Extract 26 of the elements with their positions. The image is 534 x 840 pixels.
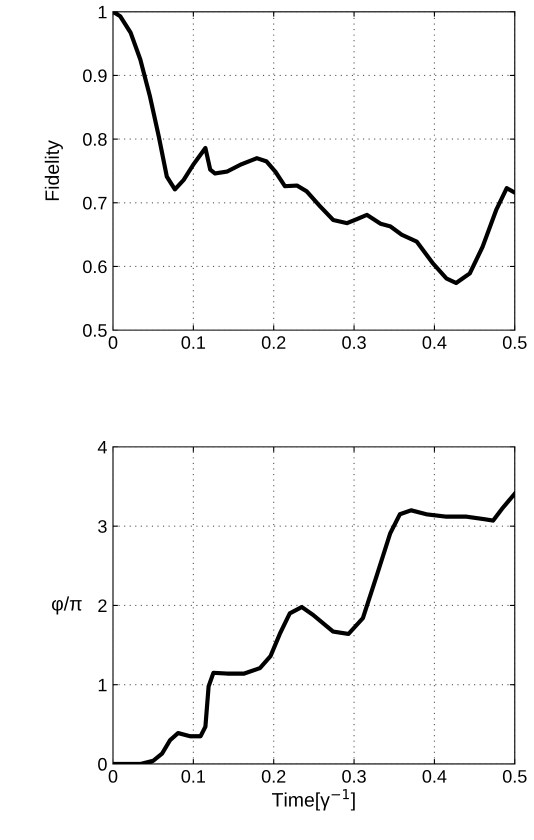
x-tick-label: 0 [108, 770, 118, 783]
x-tick-label: 0.5 [502, 770, 527, 783]
y-tick-label: 0.8 [83, 133, 107, 146]
y-tick-label: 1 [98, 678, 107, 692]
x-axis-title: Time[γ$^{−1}$] [272, 789, 355, 811]
y-tick-label: 3 [98, 520, 107, 533]
y-tick-label: 4 [98, 441, 107, 454]
y-tick-label: 0.6 [83, 260, 107, 274]
y-tick-label: 2 [98, 599, 107, 612]
y-tick-label: 0.9 [83, 69, 107, 82]
x-tick-label: 0.2 [262, 336, 286, 349]
y-axis-title: Fidelity [44, 140, 63, 200]
x-tick-label: 0.2 [262, 770, 286, 783]
x-tick-label: 0.3 [342, 336, 366, 349]
x-tick-label: 0.1 [182, 770, 206, 783]
x-tick-label: 0 [108, 336, 118, 349]
x-tick-label: 0.4 [422, 770, 446, 783]
x-tick-label: 0.5 [502, 336, 527, 349]
y-tick-label: 0.7 [83, 196, 107, 210]
y-tick-label: 1 [98, 6, 107, 18]
x-tick-label: 0.4 [422, 336, 446, 349]
y-tick-label: 0 [98, 758, 107, 771]
y-axis-title: φ/π [52, 596, 82, 614]
y-tick-label: 0.5 [83, 324, 107, 337]
x-tick-label: 0.3 [342, 770, 366, 783]
x-tick-label: 0.1 [182, 336, 206, 349]
